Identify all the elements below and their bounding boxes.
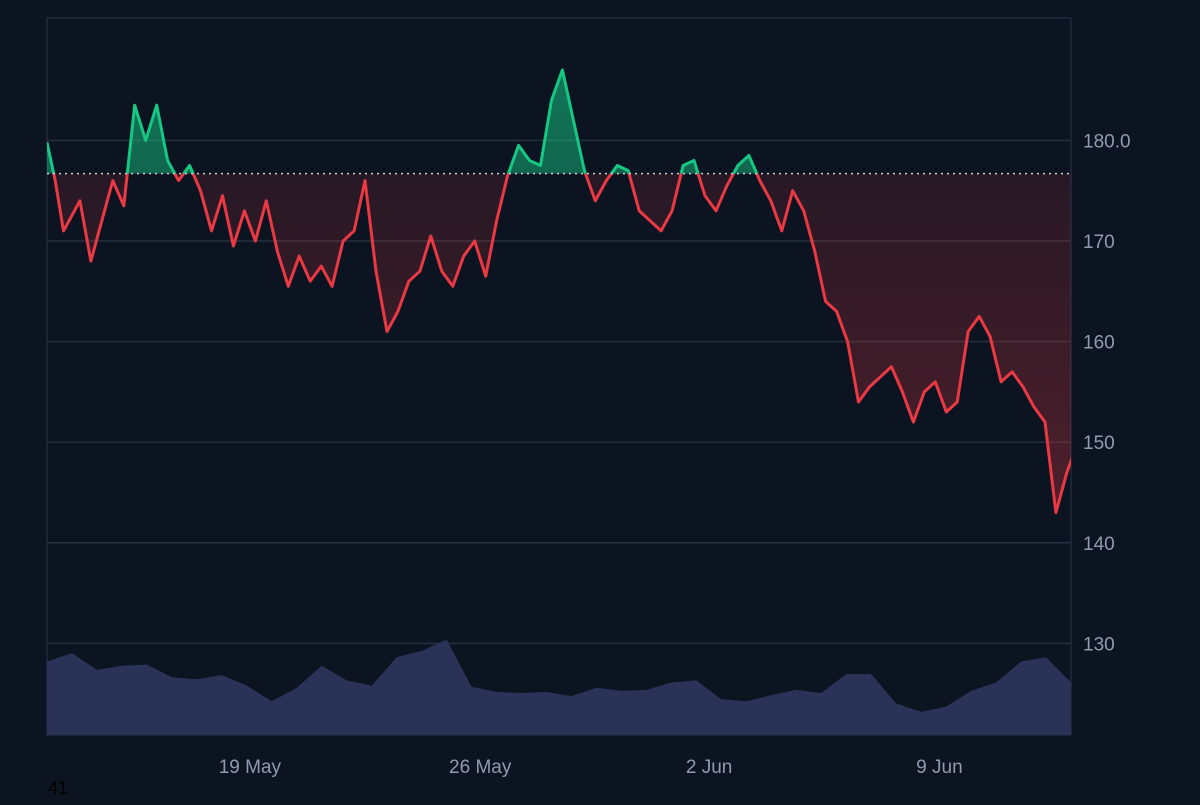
corner-label: 41 xyxy=(48,778,69,798)
price-line-down xyxy=(52,173,1071,515)
volume-area xyxy=(47,639,1071,735)
y-tick-label: 150 xyxy=(1083,433,1115,454)
x-tick-label: 19 May xyxy=(219,757,282,778)
area-below-baseline xyxy=(47,173,1071,513)
y-tick-label: 140 xyxy=(1083,534,1115,555)
y-tick-label: 180.0 xyxy=(1083,131,1131,152)
y-tick-label: 170 xyxy=(1083,232,1115,253)
x-tick-label: 2 Jun xyxy=(686,757,732,778)
y-tick-label: 130 xyxy=(1083,634,1115,655)
x-tick-label: 9 Jun xyxy=(916,757,962,778)
y-tick-label: 160 xyxy=(1083,333,1115,354)
x-tick-label: 26 May xyxy=(449,757,512,778)
